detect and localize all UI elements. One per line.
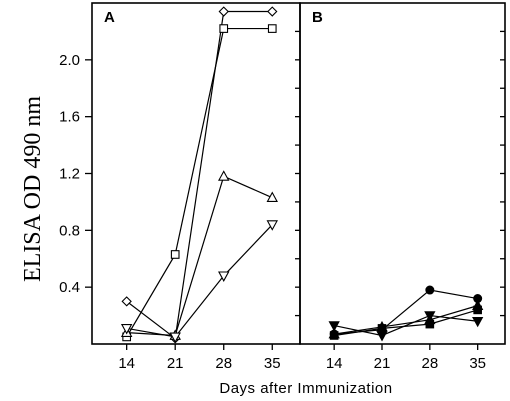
panel-frame-b (299, 2, 506, 345)
x-tick-label: 35 (469, 355, 486, 372)
y-tick-label: 0.4 (59, 279, 80, 296)
panel-frame-a (91, 2, 301, 345)
data-point (472, 316, 484, 328)
data-point (170, 250, 180, 259)
y-axis: 0.4 0.8 1.2 1.6 2.0 (59, 30, 505, 317)
panel-a-series (120, 6, 278, 344)
y-tick-label: 2.0 (59, 52, 80, 69)
data-point (266, 191, 278, 203)
x-tick-label: 21 (167, 355, 184, 372)
data-point (376, 331, 388, 342)
series-line (334, 309, 478, 337)
x-tick-label: 28 (215, 355, 232, 372)
series-line (126, 175, 273, 337)
data-point (267, 6, 278, 17)
x-tick-label: 21 (374, 355, 391, 372)
x-tick-label: 14 (326, 355, 343, 372)
y-tick-label: 0.8 (59, 222, 80, 239)
data-point (328, 328, 340, 339)
panel-label-b: B (312, 9, 323, 26)
panel-label-a: A (104, 9, 115, 26)
series-line (126, 10, 273, 340)
x-axis-label: Days after Immunization (219, 380, 392, 397)
series-line (334, 305, 478, 335)
series-line (126, 27, 273, 338)
data-point (472, 299, 484, 310)
data-point (121, 296, 132, 307)
x-axis: 14 21 28 35 14 21 28 35 (118, 344, 486, 372)
series-layer (120, 6, 484, 344)
x-tick-label: 28 (421, 355, 438, 372)
panel-b-series (328, 285, 484, 342)
y-axis-label: ELISA OD 490 nm (20, 96, 46, 282)
data-point (120, 324, 133, 335)
data-point (266, 220, 278, 231)
y-tick-label: 1.2 (59, 166, 80, 183)
data-point (425, 285, 435, 295)
data-point (376, 320, 388, 332)
data-point (267, 24, 277, 33)
data-point (219, 24, 229, 33)
x-tick-label: 35 (264, 355, 281, 372)
data-point (424, 313, 436, 325)
data-point (169, 332, 181, 344)
data-point (218, 6, 229, 17)
data-point (218, 271, 230, 282)
x-tick-label: 14 (118, 355, 135, 372)
data-point (328, 321, 340, 332)
data-point (218, 170, 230, 181)
y-tick-label: 1.6 (59, 109, 80, 126)
series-line (126, 224, 273, 338)
